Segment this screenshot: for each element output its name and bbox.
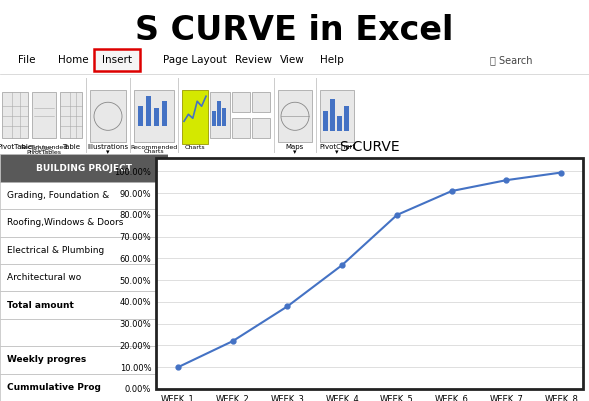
- Text: Insert: Insert: [102, 55, 132, 65]
- Bar: [232, 118, 250, 138]
- Text: Electrical & Plumbing: Electrical & Plumbing: [6, 246, 104, 255]
- Text: Page Layout: Page Layout: [163, 55, 227, 65]
- Bar: [222, 108, 226, 126]
- Text: ▾: ▾: [106, 149, 110, 155]
- Bar: [0, 154, 168, 182]
- Bar: [94, 49, 140, 71]
- Bar: [323, 111, 328, 132]
- Bar: [0, 237, 168, 264]
- Text: Charts: Charts: [185, 145, 206, 150]
- Text: Grading, Foundation &: Grading, Foundation &: [6, 191, 109, 200]
- Text: Weekly progres: Weekly progres: [6, 355, 86, 365]
- Text: Cummulative Prog: Cummulative Prog: [6, 383, 101, 392]
- Bar: [0, 292, 168, 319]
- Bar: [138, 106, 143, 126]
- Bar: [252, 118, 270, 138]
- Text: Table: Table: [62, 144, 80, 150]
- Bar: [154, 108, 159, 126]
- Bar: [320, 90, 354, 142]
- Bar: [182, 90, 208, 144]
- Bar: [252, 92, 270, 112]
- Bar: [32, 92, 56, 138]
- Bar: [337, 116, 342, 132]
- Text: PivotChart: PivotChart: [319, 144, 355, 150]
- Text: Maps: Maps: [286, 144, 304, 150]
- Bar: [162, 101, 167, 126]
- Text: Tables: Tables: [30, 146, 54, 154]
- Bar: [60, 92, 82, 138]
- Text: Architectural wo: Architectural wo: [6, 273, 81, 282]
- Text: ⌕ Search: ⌕ Search: [490, 55, 532, 65]
- Text: Charts: Charts: [144, 150, 164, 154]
- Text: Home: Home: [58, 55, 88, 65]
- Bar: [2, 92, 28, 138]
- Bar: [344, 106, 349, 132]
- Text: Illustrations: Illustrations: [87, 144, 128, 150]
- Text: S CURVE in Excel: S CURVE in Excel: [135, 14, 454, 47]
- Text: PivotTable: PivotTable: [0, 144, 32, 150]
- Bar: [0, 346, 168, 374]
- Bar: [0, 209, 168, 237]
- Bar: [134, 90, 174, 142]
- Text: ▾: ▾: [335, 149, 339, 155]
- Text: Review: Review: [235, 55, 272, 65]
- Text: Total amount: Total amount: [6, 301, 74, 310]
- Bar: [146, 96, 151, 126]
- Text: ▾: ▾: [293, 149, 297, 155]
- Bar: [217, 101, 221, 126]
- Bar: [0, 374, 168, 401]
- Bar: [212, 111, 216, 126]
- Bar: [330, 99, 335, 132]
- Bar: [210, 92, 230, 138]
- Text: Recommended: Recommended: [130, 145, 178, 150]
- Text: BUILDING PROJECT: BUILDING PROJECT: [36, 164, 132, 172]
- Text: Recommended: Recommended: [21, 145, 68, 150]
- Bar: [232, 92, 250, 112]
- Text: PivotTables: PivotTables: [27, 150, 61, 155]
- Bar: [0, 264, 168, 292]
- Text: Roofing,Windows & Doors: Roofing,Windows & Doors: [6, 219, 123, 227]
- Title: S-CURVE: S-CURVE: [339, 140, 400, 154]
- Bar: [278, 90, 312, 142]
- Text: File: File: [18, 55, 35, 65]
- Bar: [0, 319, 168, 346]
- Bar: [90, 90, 126, 142]
- Bar: [0, 182, 168, 209]
- Text: Help: Help: [320, 55, 344, 65]
- Text: View: View: [280, 55, 305, 65]
